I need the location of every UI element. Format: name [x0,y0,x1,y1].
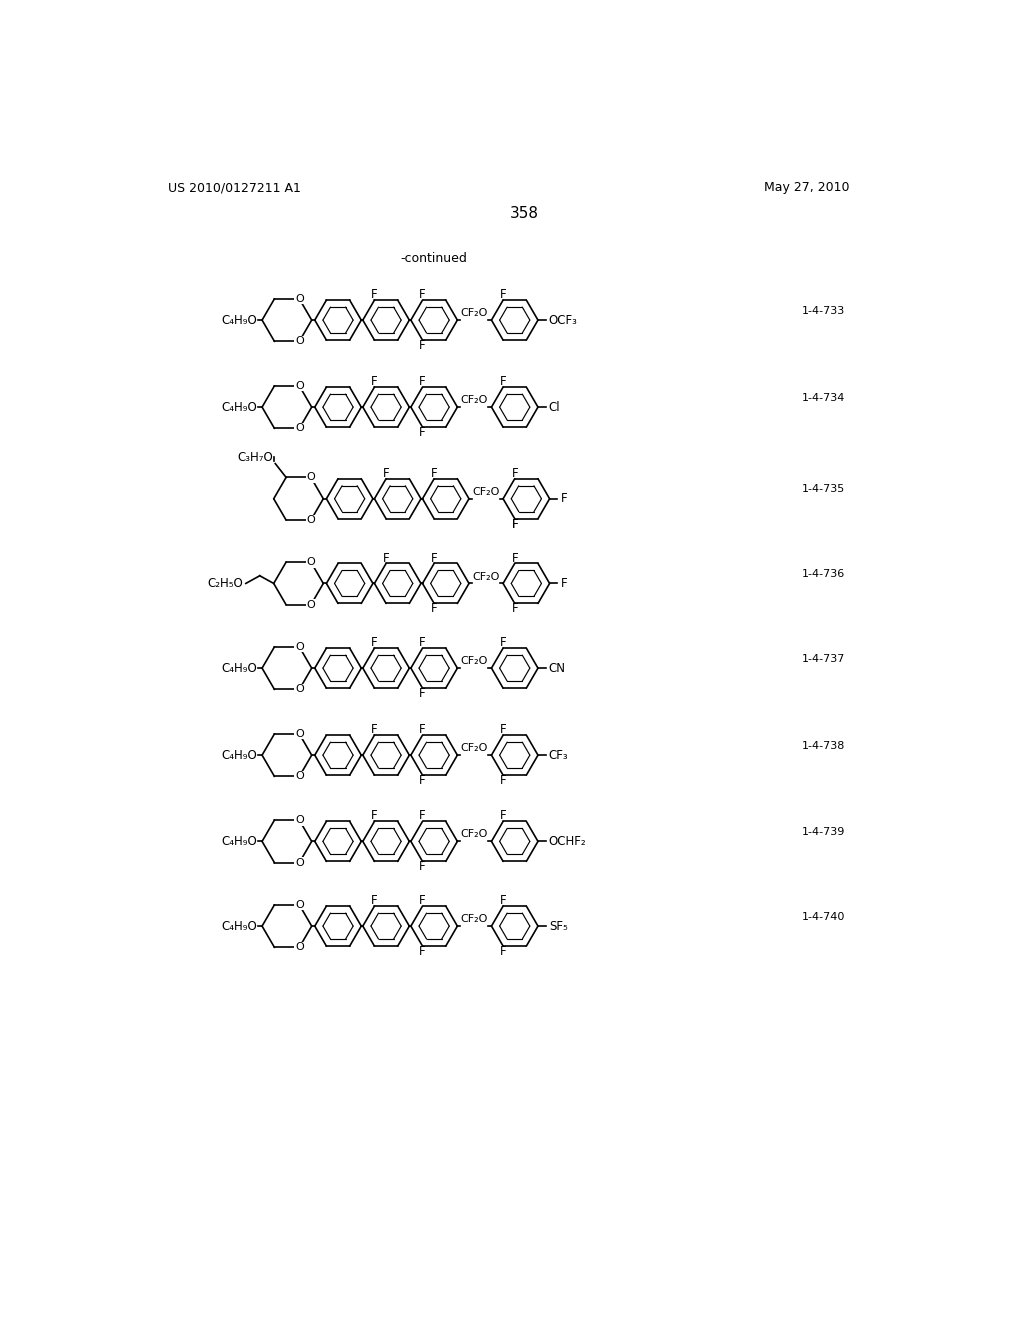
Text: F: F [419,288,426,301]
Text: F: F [431,552,437,565]
Text: O: O [295,685,304,694]
Text: F: F [371,723,378,737]
Text: F: F [560,492,567,506]
Text: C₄H₉O: C₄H₉O [221,400,257,413]
Text: F: F [500,894,507,907]
Text: O: O [306,557,315,568]
Text: C₃H₇O: C₃H₇O [238,451,273,463]
Text: F: F [419,375,426,388]
Text: F: F [419,723,426,737]
Text: C₂H₅O: C₂H₅O [208,577,244,590]
Text: -continued: -continued [400,252,468,265]
Text: F: F [419,686,426,700]
Text: CF₂O: CF₂O [472,487,500,496]
Text: F: F [419,894,426,907]
Text: O: O [295,729,304,739]
Text: SF₅: SF₅ [549,920,567,933]
Text: O: O [295,858,304,867]
Text: 1-4-740: 1-4-740 [802,912,846,921]
Text: F: F [431,602,437,615]
Text: F: F [419,774,426,787]
Text: F: F [500,809,507,822]
Text: CF₂O: CF₂O [461,743,488,754]
Text: 1-4-736: 1-4-736 [802,569,846,579]
Text: F: F [419,945,426,958]
Text: O: O [295,424,304,433]
Text: F: F [511,517,518,531]
Text: CF₂O: CF₂O [472,572,500,582]
Text: F: F [500,288,507,301]
Text: O: O [295,380,304,391]
Text: C₄H₉O: C₄H₉O [221,661,257,675]
Text: O: O [295,771,304,781]
Text: O: O [295,942,304,953]
Text: O: O [295,642,304,652]
Text: F: F [500,774,507,787]
Text: F: F [419,636,426,649]
Text: F: F [500,636,507,649]
Text: O: O [295,337,304,346]
Text: CF₂O: CF₂O [461,656,488,667]
Text: F: F [511,517,518,531]
Text: 1-4-739: 1-4-739 [802,828,846,837]
Text: 1-4-738: 1-4-738 [802,741,846,751]
Text: C₄H₉O: C₄H₉O [221,920,257,933]
Text: CF₂O: CF₂O [461,915,488,924]
Text: CF₂O: CF₂O [461,395,488,405]
Text: F: F [383,552,389,565]
Text: OCHF₂: OCHF₂ [549,834,587,847]
Text: F: F [371,894,378,907]
Text: F: F [419,809,426,822]
Text: 1-4-737: 1-4-737 [802,653,846,664]
Text: F: F [560,577,567,590]
Text: O: O [306,599,315,610]
Text: 1-4-733: 1-4-733 [802,306,846,315]
Text: 1-4-735: 1-4-735 [802,484,846,495]
Text: F: F [371,288,378,301]
Text: F: F [371,375,378,388]
Text: CN: CN [549,661,566,675]
Text: O: O [306,515,315,525]
Text: F: F [419,339,426,352]
Text: F: F [511,552,518,565]
Text: CF₃: CF₃ [549,748,568,762]
Text: F: F [371,809,378,822]
Text: F: F [383,467,389,480]
Text: O: O [295,814,304,825]
Text: F: F [500,945,507,958]
Text: F: F [371,636,378,649]
Text: Cl: Cl [549,400,560,413]
Text: F: F [500,723,507,737]
Text: F: F [511,467,518,480]
Text: 1-4-734: 1-4-734 [802,393,846,403]
Text: US 2010/0127211 A1: US 2010/0127211 A1 [168,181,301,194]
Text: 358: 358 [510,206,540,222]
Text: O: O [306,473,315,482]
Text: C₄H₉O: C₄H₉O [221,748,257,762]
Text: F: F [511,602,518,615]
Text: O: O [295,294,304,304]
Text: CF₂O: CF₂O [461,308,488,318]
Text: O: O [295,900,304,909]
Text: F: F [419,426,426,440]
Text: C₄H₉O: C₄H₉O [221,314,257,326]
Text: F: F [431,467,437,480]
Text: F: F [419,861,426,874]
Text: F: F [500,375,507,388]
Text: OCF₃: OCF₃ [549,314,578,326]
Text: May 27, 2010: May 27, 2010 [764,181,849,194]
Text: CF₂O: CF₂O [461,829,488,840]
Text: C₄H₉O: C₄H₉O [221,834,257,847]
